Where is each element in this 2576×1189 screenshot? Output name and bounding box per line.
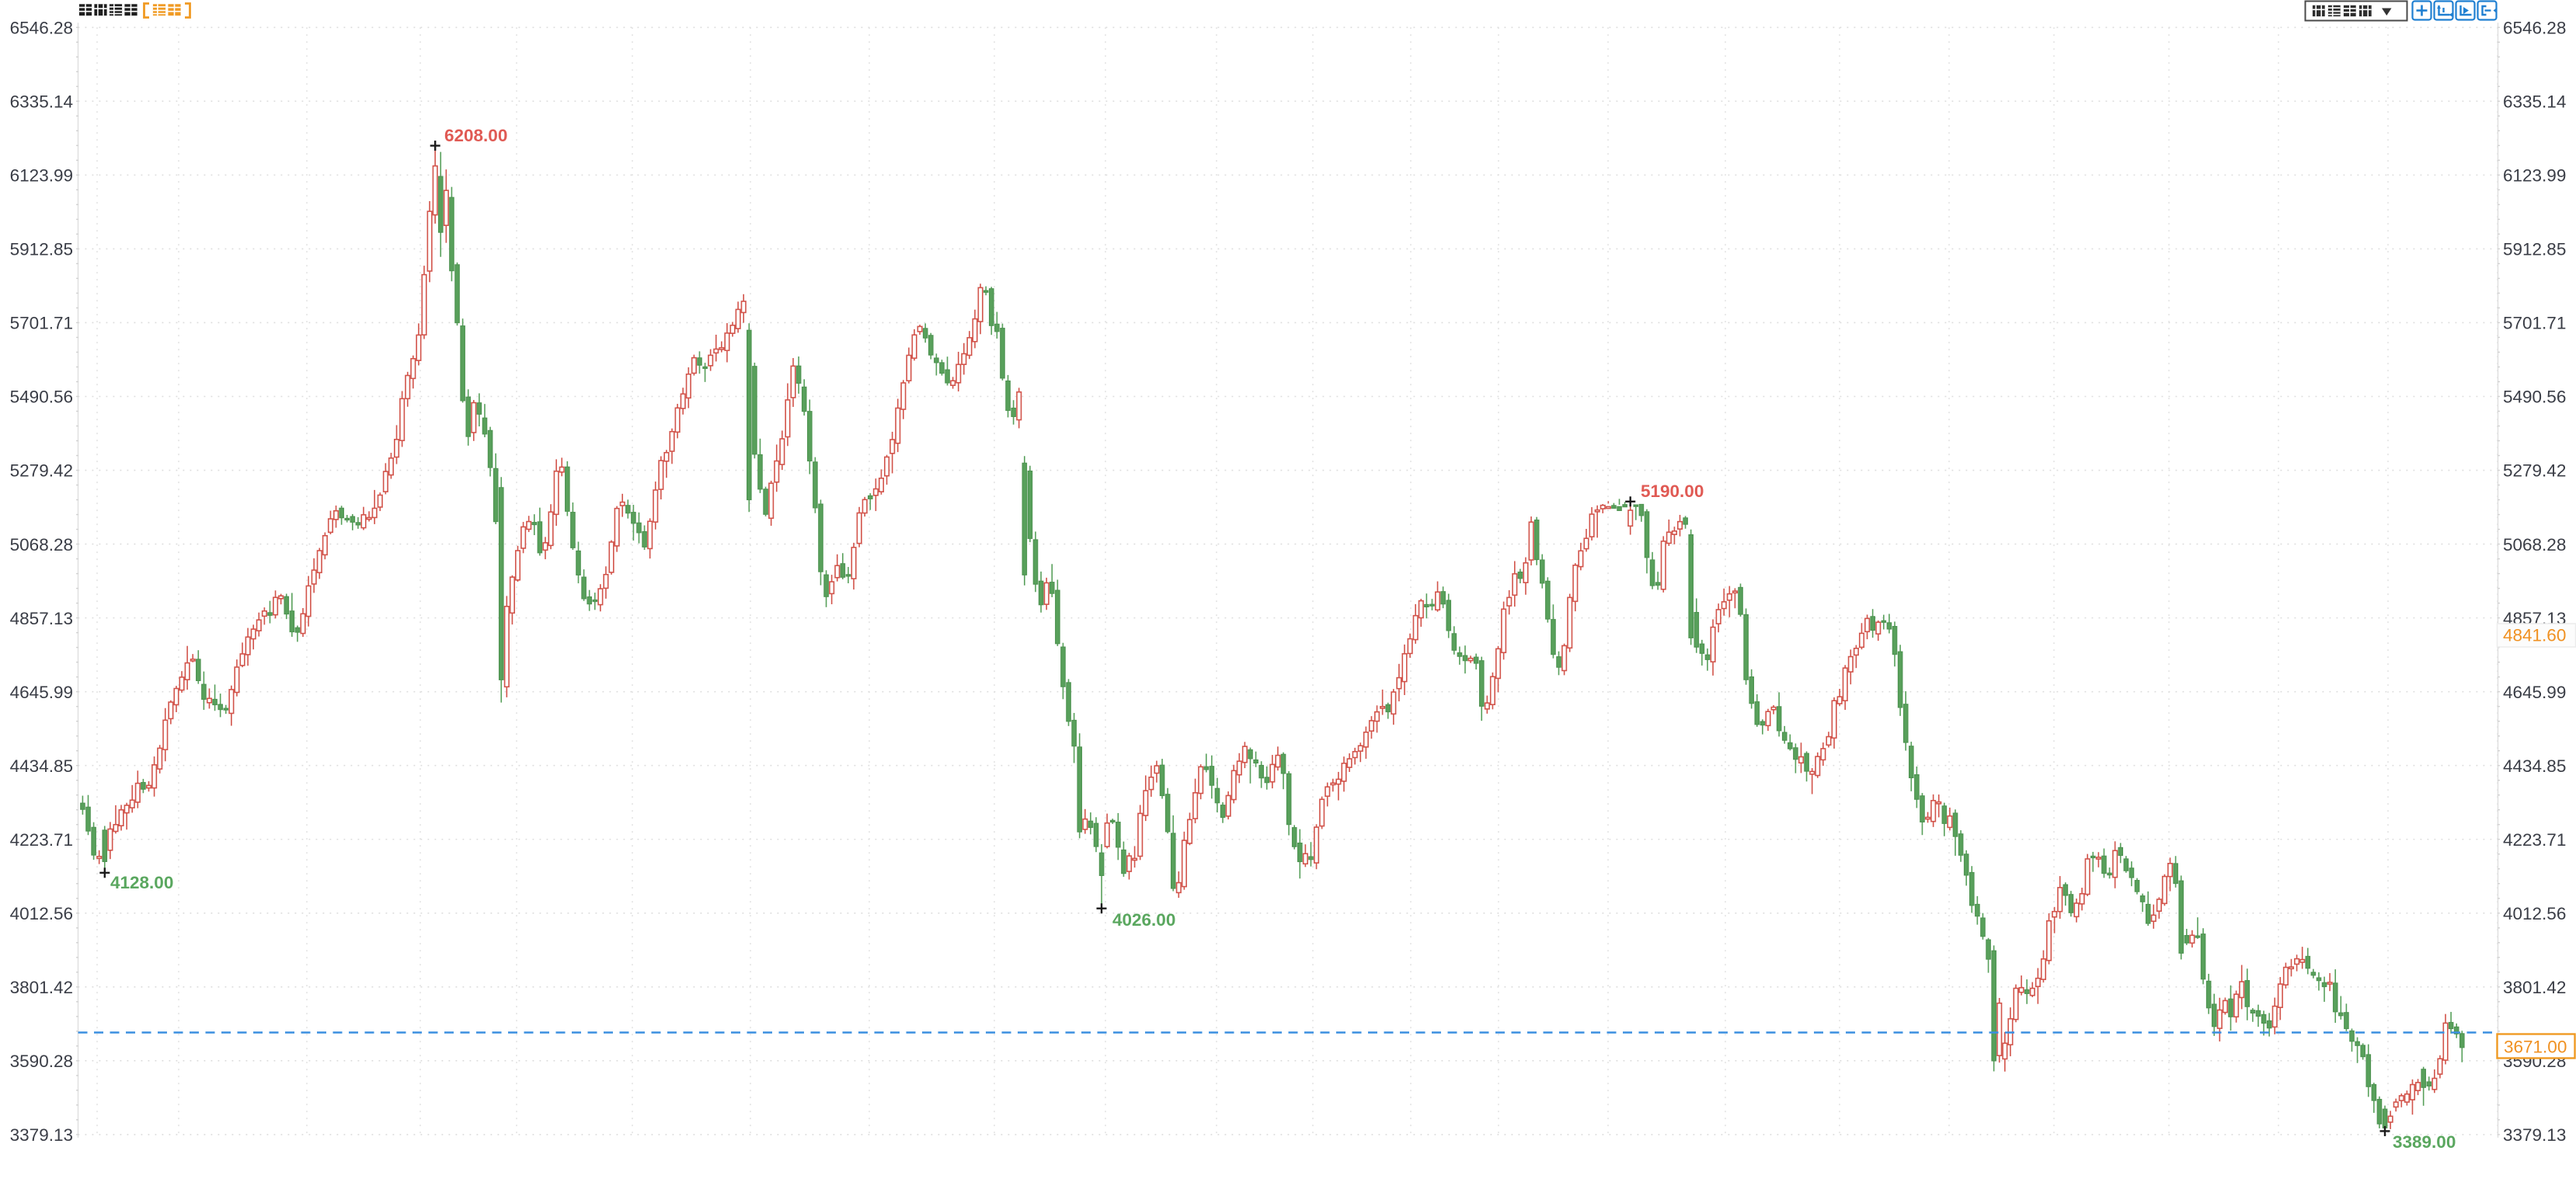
svg-text:3379.13: 3379.13 [2503,1125,2566,1145]
svg-text:3379.13: 3379.13 [10,1125,73,1145]
svg-text:4841.60: 4841.60 [2503,626,2566,645]
svg-text:6123.99: 6123.99 [2503,166,2566,186]
svg-text:5068.28: 5068.28 [2503,535,2566,555]
svg-text:4128.00: 4128.00 [110,873,173,892]
svg-text:5279.42: 5279.42 [10,461,73,481]
svg-text:5490.56: 5490.56 [2503,388,2566,407]
svg-text:4645.99: 4645.99 [2503,683,2566,702]
svg-text:4645.99: 4645.99 [10,683,73,702]
svg-text:6123.99: 6123.99 [10,166,73,186]
svg-text:4857.13: 4857.13 [10,609,73,628]
svg-text:6546.28: 6546.28 [2503,19,2566,38]
svg-text:5912.85: 5912.85 [10,240,73,259]
svg-text:5068.28: 5068.28 [10,535,73,555]
svg-text:5279.42: 5279.42 [2503,461,2566,481]
svg-text:5490.56: 5490.56 [10,388,73,407]
svg-text:5701.71: 5701.71 [10,314,73,333]
svg-text:4434.85: 4434.85 [10,756,73,776]
svg-text:3801.42: 3801.42 [10,978,73,997]
svg-text:3671.00: 3671.00 [2504,1038,2567,1057]
svg-text:3590.28: 3590.28 [10,1052,73,1071]
svg-text:4026.00: 4026.00 [1112,910,1175,930]
svg-text:6335.14: 6335.14 [10,92,73,112]
svg-text:3389.00: 3389.00 [2393,1132,2456,1152]
svg-text:6208.00: 6208.00 [444,126,507,145]
svg-text:6335.14: 6335.14 [2503,92,2566,112]
svg-text:4434.85: 4434.85 [2503,756,2566,776]
svg-text:5912.85: 5912.85 [2503,240,2566,259]
svg-text:4223.71: 4223.71 [2503,830,2566,850]
svg-text:4012.56: 4012.56 [2503,904,2566,923]
svg-text:4223.71: 4223.71 [10,830,73,850]
svg-text:6546.28: 6546.28 [10,19,73,38]
svg-text:4012.56: 4012.56 [10,904,73,923]
svg-text:3801.42: 3801.42 [2503,978,2566,997]
svg-text:5190.00: 5190.00 [1641,482,1704,501]
svg-text:5701.71: 5701.71 [2503,314,2566,333]
